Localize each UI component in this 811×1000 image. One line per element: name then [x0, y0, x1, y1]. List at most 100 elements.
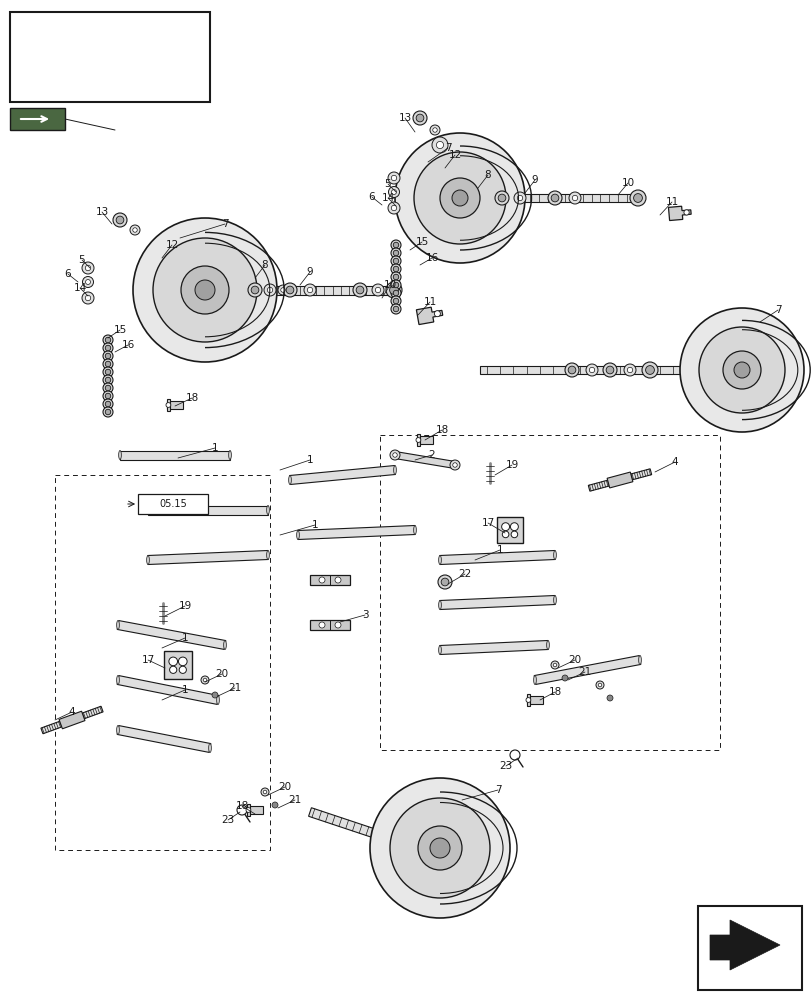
Circle shape	[623, 364, 635, 376]
Circle shape	[391, 248, 401, 258]
Circle shape	[375, 287, 380, 293]
Circle shape	[513, 192, 526, 204]
Circle shape	[393, 306, 398, 312]
Circle shape	[303, 284, 315, 296]
Text: 1: 1	[307, 455, 313, 465]
Circle shape	[212, 692, 217, 698]
Text: 10: 10	[620, 178, 633, 188]
Circle shape	[389, 798, 489, 898]
Text: 14: 14	[381, 193, 394, 203]
Circle shape	[413, 111, 427, 125]
Circle shape	[103, 359, 113, 369]
Circle shape	[132, 228, 137, 232]
Text: 1: 1	[182, 633, 188, 643]
Circle shape	[391, 304, 401, 314]
Text: 17: 17	[141, 655, 154, 665]
Circle shape	[169, 666, 177, 673]
Circle shape	[105, 377, 110, 383]
Circle shape	[391, 240, 401, 250]
Text: 12: 12	[165, 240, 178, 250]
Circle shape	[415, 438, 420, 442]
Text: 14: 14	[73, 283, 87, 293]
Polygon shape	[308, 808, 419, 852]
Bar	[10, 12, 210, 102]
Text: 12: 12	[448, 150, 461, 160]
Circle shape	[391, 190, 396, 194]
Circle shape	[598, 683, 601, 687]
Circle shape	[627, 367, 632, 373]
Circle shape	[388, 202, 400, 214]
Circle shape	[569, 192, 581, 204]
Circle shape	[283, 283, 297, 297]
Polygon shape	[41, 721, 62, 734]
Circle shape	[263, 790, 267, 794]
Circle shape	[264, 284, 276, 296]
Circle shape	[103, 335, 113, 345]
Circle shape	[165, 403, 170, 407]
Ellipse shape	[266, 506, 269, 514]
Polygon shape	[229, 286, 394, 294]
Text: 9: 9	[307, 267, 313, 277]
Circle shape	[105, 385, 110, 391]
Circle shape	[605, 366, 613, 374]
Bar	[310, 620, 350, 630]
Circle shape	[733, 362, 749, 378]
Circle shape	[103, 343, 113, 353]
Circle shape	[105, 401, 110, 407]
Polygon shape	[479, 366, 719, 374]
Text: 1: 1	[201, 495, 208, 505]
Circle shape	[353, 283, 367, 297]
Circle shape	[595, 681, 603, 689]
Text: 7: 7	[494, 785, 500, 795]
Circle shape	[432, 128, 436, 132]
Bar	[526, 694, 530, 706]
Ellipse shape	[117, 726, 119, 734]
Circle shape	[561, 675, 568, 681]
Text: 1: 1	[212, 443, 218, 453]
Circle shape	[179, 666, 187, 673]
Text: 21: 21	[577, 667, 591, 677]
Circle shape	[103, 367, 113, 377]
Circle shape	[679, 308, 803, 432]
Circle shape	[169, 657, 178, 666]
Polygon shape	[117, 676, 219, 704]
Bar	[138, 494, 208, 514]
Ellipse shape	[147, 556, 149, 564]
Circle shape	[285, 286, 294, 294]
Text: 19: 19	[504, 460, 518, 470]
Text: 15: 15	[114, 325, 127, 335]
Text: 11: 11	[664, 197, 678, 207]
Circle shape	[430, 838, 449, 858]
Text: 19: 19	[178, 601, 191, 611]
Polygon shape	[82, 706, 103, 719]
Ellipse shape	[393, 452, 396, 458]
Polygon shape	[440, 551, 555, 564]
Circle shape	[393, 282, 398, 288]
Polygon shape	[416, 307, 442, 325]
Bar	[247, 804, 250, 816]
Ellipse shape	[266, 550, 269, 560]
Polygon shape	[630, 469, 651, 480]
Circle shape	[430, 125, 440, 135]
Circle shape	[103, 391, 113, 401]
Circle shape	[103, 383, 113, 393]
Circle shape	[251, 286, 259, 294]
Circle shape	[603, 363, 616, 377]
Text: 18: 18	[435, 425, 448, 435]
Circle shape	[113, 213, 127, 227]
Text: 5: 5	[384, 179, 391, 189]
Polygon shape	[59, 711, 85, 729]
Circle shape	[116, 216, 124, 224]
Circle shape	[335, 622, 341, 628]
Polygon shape	[482, 194, 639, 202]
Ellipse shape	[546, 641, 549, 650]
Polygon shape	[148, 551, 268, 564]
Ellipse shape	[147, 506, 149, 514]
Text: 21: 21	[288, 795, 301, 805]
Polygon shape	[117, 726, 211, 752]
Text: 18: 18	[235, 801, 248, 811]
Polygon shape	[120, 450, 230, 460]
Bar	[496, 517, 522, 543]
Circle shape	[105, 409, 110, 415]
Circle shape	[633, 194, 642, 202]
